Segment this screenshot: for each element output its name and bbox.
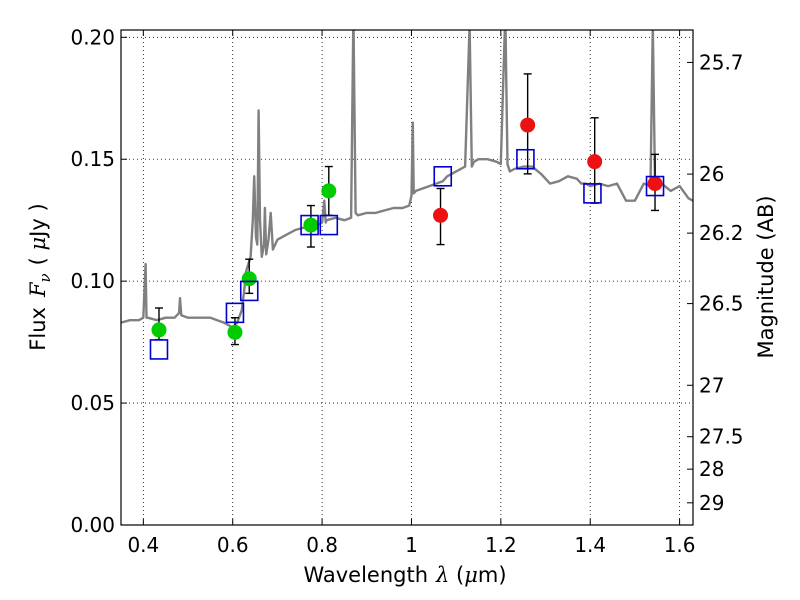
y2-tick-label: 27	[699, 373, 724, 397]
model-photometry-box	[433, 166, 453, 187]
plot-frame	[120, 29, 694, 526]
y2-tick-label: 26.2	[699, 221, 744, 245]
red-data-point	[587, 154, 603, 170]
model-photometry-box	[239, 280, 259, 302]
y2-tick-label: 27.5	[699, 425, 744, 449]
model-photometry-box	[645, 175, 665, 197]
green-data-point	[303, 217, 319, 233]
plot-area	[121, 30, 693, 525]
model-photometry-box	[583, 183, 602, 204]
red-data-point	[520, 117, 536, 133]
green-data-point	[151, 322, 167, 338]
model-photometry-box	[516, 148, 535, 170]
y2-tick-label: 26.5	[699, 292, 744, 316]
x-tick-label: 1	[405, 533, 418, 557]
red-data-point	[647, 176, 663, 192]
x-tick-label: 1.6	[664, 533, 696, 557]
y2-tick-label: 29	[699, 491, 724, 515]
boxes-layer	[149, 148, 665, 360]
red-data-point	[433, 207, 449, 223]
y2-tick-label: 28	[699, 457, 724, 481]
x-tick-label: 0.6	[217, 533, 249, 557]
x-tick-label: 0.8	[306, 533, 338, 557]
x-tick-label: 1.2	[485, 533, 517, 557]
x-tick-label: 0.4	[127, 533, 159, 557]
y2-axis-title: Magnitude (AB)	[754, 195, 778, 358]
x-axis-title: Wavelength λ (μm)	[303, 563, 506, 587]
y2-tick-label: 26	[699, 162, 724, 186]
y2-tick-label: 25.7	[699, 50, 744, 74]
model-photometry-box	[319, 214, 339, 236]
points-layer	[151, 117, 663, 340]
model-photometry-box	[149, 339, 169, 360]
model-photometry-box	[225, 302, 245, 324]
green-data-point	[321, 183, 337, 199]
green-data-point	[241, 271, 257, 287]
green-data-point	[227, 324, 243, 340]
y-tick-label: 0.15	[70, 147, 115, 171]
ticks: 0.4 0.6 0.8 1 1.2 1.4 1.6 0.00 0.05 0.10 0.15 0.20 2…	[70, 25, 743, 557]
model-photometry-box	[300, 214, 319, 236]
y-tick-label: 0.10	[70, 269, 115, 293]
y-tick-label: 0.05	[70, 391, 115, 415]
y-tick-label: 0.00	[70, 513, 115, 537]
y-axis-title: FluxFν( μJy )	[26, 203, 54, 350]
x-tick-label: 1.4	[574, 533, 606, 557]
y-tick-label: 0.20	[70, 25, 115, 49]
